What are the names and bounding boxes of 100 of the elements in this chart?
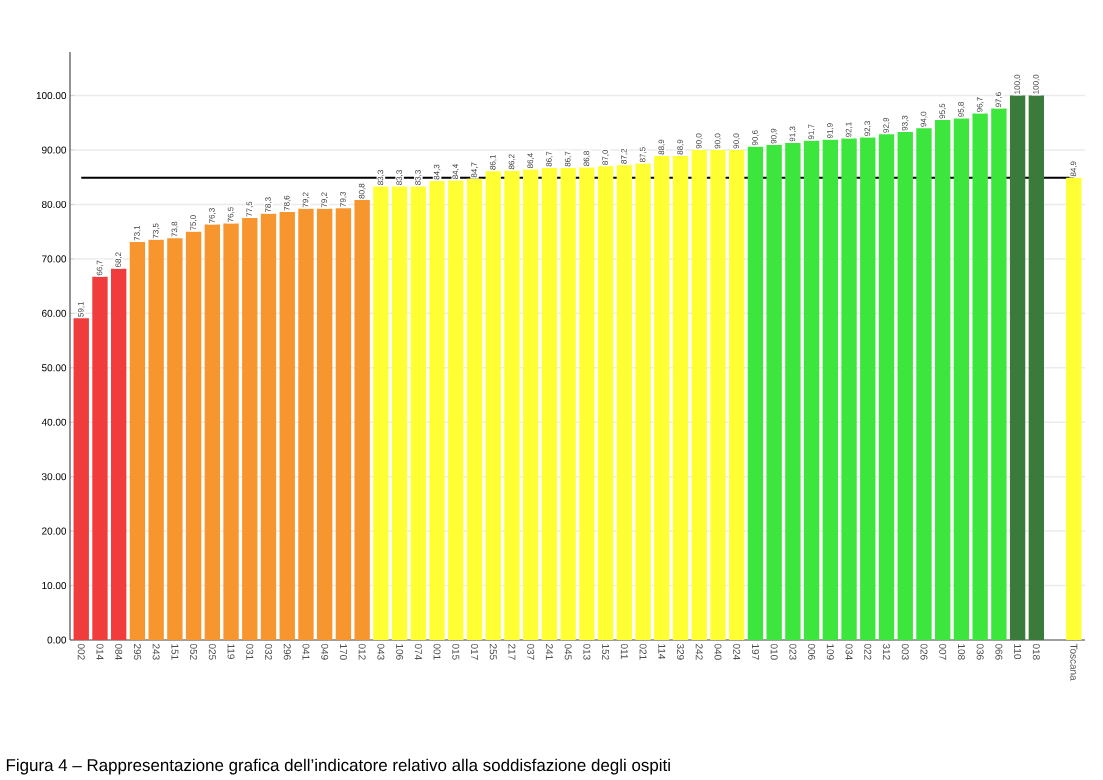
bar — [597, 166, 614, 640]
x-tick-label: 197 — [751, 644, 759, 660]
bar — [504, 170, 520, 640]
bar — [466, 178, 483, 640]
bar — [897, 132, 913, 640]
y-tick-label: 50.00 — [41, 364, 67, 372]
y-tick-label: 90.00 — [42, 146, 67, 154]
x-tick-label: 013 — [583, 643, 591, 660]
x-tick-label: 114 — [658, 644, 666, 660]
x-tick-label: 001 — [433, 643, 441, 660]
bar — [878, 134, 895, 640]
text: Figura 4 – Rappresentazione grafica dell’indicatore relativo alla soddisfazione degli ospiti — [6, 758, 670, 775]
bar — [185, 231, 202, 640]
x-tick-label: 015 — [452, 643, 460, 660]
x-tick-label: 243 — [152, 644, 160, 660]
bar — [560, 167, 576, 640]
bar — [710, 150, 726, 640]
x-tick-label: Toscana — [1070, 643, 1078, 681]
bar — [167, 238, 183, 640]
x-tick-label: 007 — [939, 643, 947, 660]
x-tick-label: 084 — [115, 643, 123, 660]
x-tick-label: 014 — [96, 643, 104, 660]
x-tick-label: 255 — [489, 644, 497, 660]
x-tick-label: 110 — [1014, 644, 1022, 660]
x-tick-label: 152 — [602, 644, 610, 660]
x-tick-label: 043 — [377, 643, 385, 660]
bar — [129, 242, 146, 640]
bar — [635, 163, 651, 640]
bar — [935, 120, 951, 640]
x-tick-label: 021 — [639, 643, 647, 660]
bar — [991, 108, 1007, 640]
x-tick-label: 108 — [957, 644, 965, 660]
bar — [766, 145, 782, 640]
x-tick-label: 003 — [901, 643, 909, 660]
bar — [841, 138, 857, 640]
x-tick-label: 036 — [976, 643, 984, 660]
bar — [822, 139, 839, 640]
x-tick-label: 045 — [564, 643, 572, 660]
bar — [148, 239, 164, 640]
x-tick-label: 017 — [470, 643, 479, 660]
x-tick-label: 049 — [321, 643, 329, 660]
bar — [1066, 177, 1082, 640]
bar — [916, 128, 932, 640]
bar — [579, 167, 595, 640]
bar — [1028, 95, 1045, 640]
bar — [729, 150, 745, 640]
bar — [279, 212, 295, 640]
x-tick-label: 109 — [826, 644, 834, 660]
bar — [73, 318, 89, 640]
y-tick-label: 0.00 — [47, 636, 67, 644]
x-tick-label: 024 — [733, 643, 741, 660]
bar — [972, 113, 988, 640]
x-tick-label: 023 — [789, 643, 797, 660]
bar — [654, 155, 670, 640]
bar — [485, 171, 501, 640]
x-tick-label: 041 — [302, 643, 310, 660]
x-tick-label: 018 — [1032, 643, 1040, 660]
x-tick-label: 217 — [508, 644, 516, 660]
x-tick-label: 034 — [845, 643, 853, 660]
x-tick-label: 010 — [770, 643, 778, 660]
x-tick-label: 151 — [171, 644, 179, 660]
bar — [953, 118, 970, 640]
bar — [354, 200, 370, 640]
bar — [747, 146, 764, 640]
y-tick-label: 20.00 — [42, 527, 67, 535]
y-tick-label: 30.00 — [41, 473, 67, 481]
x-tick-label: 006 — [808, 643, 816, 660]
x-tick-label: 312 — [882, 643, 891, 660]
bar — [672, 155, 689, 640]
y-tick-label: 10.00 — [42, 582, 67, 590]
x-tick-label: 022 — [864, 643, 872, 660]
x-tick-label: 074 — [414, 643, 422, 660]
y-tick-label: 60.00 — [42, 309, 67, 317]
x-tick-label: 052 — [190, 643, 198, 660]
x-tick-label: 119 — [227, 644, 235, 659]
x-tick-label: 066 — [995, 643, 1003, 660]
x-tick-label: 242 — [695, 644, 703, 660]
x-tick-label: 296 — [283, 644, 291, 660]
bar — [541, 167, 558, 640]
x-tick-label: 106 — [396, 644, 404, 660]
y-tick-label: 100.00 — [36, 92, 67, 100]
bar — [223, 223, 239, 640]
x-tick-label: 025 — [208, 643, 216, 660]
bar — [1009, 95, 1026, 640]
x-tick-label: 031 — [246, 643, 254, 660]
bar — [242, 218, 258, 640]
bar — [785, 142, 801, 640]
bar — [92, 276, 108, 640]
bar — [204, 224, 220, 640]
x-tick-label: 295 — [133, 644, 141, 660]
x-tick-label: 026 — [920, 643, 928, 660]
x-tick-label: 170 — [339, 644, 347, 660]
x-tick-label: 241 — [545, 644, 553, 660]
bar — [523, 169, 539, 640]
x-tick-label: 012 — [358, 643, 366, 660]
bar — [803, 140, 820, 640]
x-tick-label: 002 — [77, 643, 85, 660]
x-tick-label: 011 — [620, 643, 628, 659]
x-tick-label: 037 — [527, 643, 535, 660]
bar — [691, 150, 707, 640]
